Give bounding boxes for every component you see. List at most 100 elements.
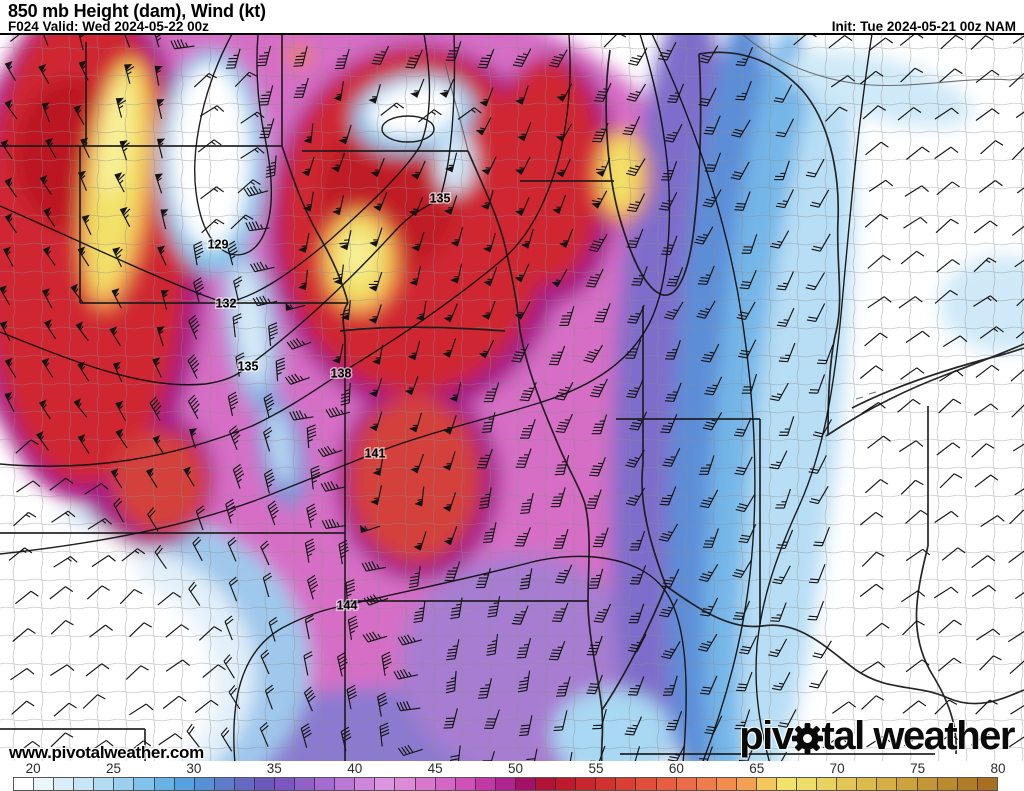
wind-barb bbox=[77, 246, 90, 267]
wind-barb bbox=[592, 527, 609, 548]
wind-barb bbox=[904, 185, 929, 197]
wind-barb bbox=[775, 189, 794, 209]
wind-barb bbox=[154, 65, 163, 86]
wind-barb bbox=[293, 46, 308, 67]
logo-text-post: tal weather bbox=[821, 714, 1016, 758]
wind-barb bbox=[4, 177, 17, 198]
wind-barb bbox=[114, 172, 125, 193]
wind-barb bbox=[658, 523, 679, 542]
wind-barb bbox=[368, 272, 383, 292]
wind-barb bbox=[227, 536, 237, 562]
wind-barb bbox=[898, 296, 923, 309]
wind-barb bbox=[933, 586, 959, 599]
wind-barb bbox=[731, 119, 751, 138]
wind-barb bbox=[594, 302, 611, 323]
wind-barb bbox=[938, 619, 962, 634]
wind-barb bbox=[1008, 735, 1024, 748]
wind-barb bbox=[379, 722, 390, 747]
wind-barb bbox=[556, 676, 571, 697]
wind-barb bbox=[934, 146, 959, 160]
wind-barb bbox=[866, 735, 891, 748]
wind-barb bbox=[303, 686, 316, 712]
wind-barb bbox=[415, 300, 427, 321]
wind-barb bbox=[867, 254, 891, 269]
wind-barb bbox=[555, 413, 573, 433]
wind-barb bbox=[8, 547, 33, 561]
wind-barb bbox=[449, 382, 462, 402]
wind-barb bbox=[450, 226, 464, 247]
wind-barb bbox=[481, 156, 497, 175]
colorbar-cell bbox=[837, 778, 858, 790]
wind-barb bbox=[517, 670, 531, 693]
wind-barb bbox=[84, 483, 109, 495]
wind-barb bbox=[41, 102, 51, 123]
wind-barb bbox=[816, 344, 834, 365]
wind-barb bbox=[971, 584, 997, 597]
wind-barb bbox=[16, 740, 41, 755]
wind-barb bbox=[699, 489, 719, 509]
wind-barb bbox=[591, 414, 608, 435]
wind-barb bbox=[1015, 105, 1024, 119]
wind-barb bbox=[188, 581, 201, 606]
colorbar-cell bbox=[857, 778, 878, 790]
wind-barb bbox=[262, 572, 272, 598]
wind-barb bbox=[340, 300, 351, 321]
wind-barb bbox=[698, 45, 719, 64]
wind-barb bbox=[704, 715, 723, 735]
wind-barb bbox=[50, 619, 74, 635]
wind-barb bbox=[4, 357, 17, 378]
contour-label: 135 bbox=[430, 192, 451, 206]
wind-barb bbox=[146, 467, 158, 488]
wind-barb bbox=[811, 233, 831, 252]
wind-barb bbox=[975, 628, 1001, 641]
wind-barb bbox=[410, 160, 426, 180]
wind-barb bbox=[550, 487, 566, 508]
contour-label: 135 bbox=[238, 360, 259, 374]
wind-barb bbox=[232, 463, 245, 489]
wind-barb bbox=[193, 277, 205, 302]
wind-barb bbox=[971, 443, 995, 458]
wind-barb bbox=[457, 107, 482, 120]
wind-barb bbox=[36, 430, 49, 451]
wind-barb bbox=[778, 342, 796, 363]
wind-barb bbox=[862, 105, 887, 120]
wind-barb bbox=[414, 486, 425, 507]
wind-barb bbox=[938, 398, 962, 414]
wind-barb bbox=[739, 635, 758, 655]
wind-barb bbox=[702, 528, 719, 548]
wind-barb bbox=[227, 391, 239, 417]
wind-barb bbox=[192, 536, 203, 562]
wind-barb bbox=[152, 435, 165, 455]
wind-barb bbox=[832, 701, 857, 714]
wind-barb bbox=[115, 400, 126, 421]
wind-barb bbox=[664, 382, 682, 402]
wind-barb bbox=[697, 633, 718, 652]
wind-barb bbox=[483, 232, 496, 253]
wind-barb bbox=[113, 497, 124, 523]
wind-barb bbox=[340, 726, 352, 752]
wind-barb bbox=[370, 157, 385, 177]
wind-barb bbox=[187, 394, 200, 420]
wind-barb bbox=[628, 47, 648, 66]
wind-barb bbox=[554, 381, 574, 401]
wind-barb bbox=[661, 568, 680, 588]
wind-barb bbox=[702, 412, 723, 431]
wind-barb bbox=[442, 451, 456, 471]
wind-barb bbox=[125, 665, 149, 680]
wind-barb bbox=[380, 102, 405, 116]
wind-barb bbox=[245, 221, 270, 232]
wind-barb bbox=[900, 250, 925, 265]
wind-barb bbox=[548, 345, 566, 366]
wind-barb bbox=[201, 218, 225, 234]
wind-barb bbox=[0, 285, 11, 306]
wind-barb bbox=[480, 190, 494, 210]
wind-barb bbox=[704, 376, 723, 396]
wind-barb bbox=[809, 189, 830, 208]
wind-barb bbox=[234, 71, 258, 88]
wind-barb bbox=[53, 702, 77, 717]
wind-barb bbox=[741, 234, 758, 254]
wind-barb bbox=[477, 678, 493, 699]
wind-barb bbox=[1010, 702, 1024, 715]
wind-barb bbox=[586, 635, 603, 656]
